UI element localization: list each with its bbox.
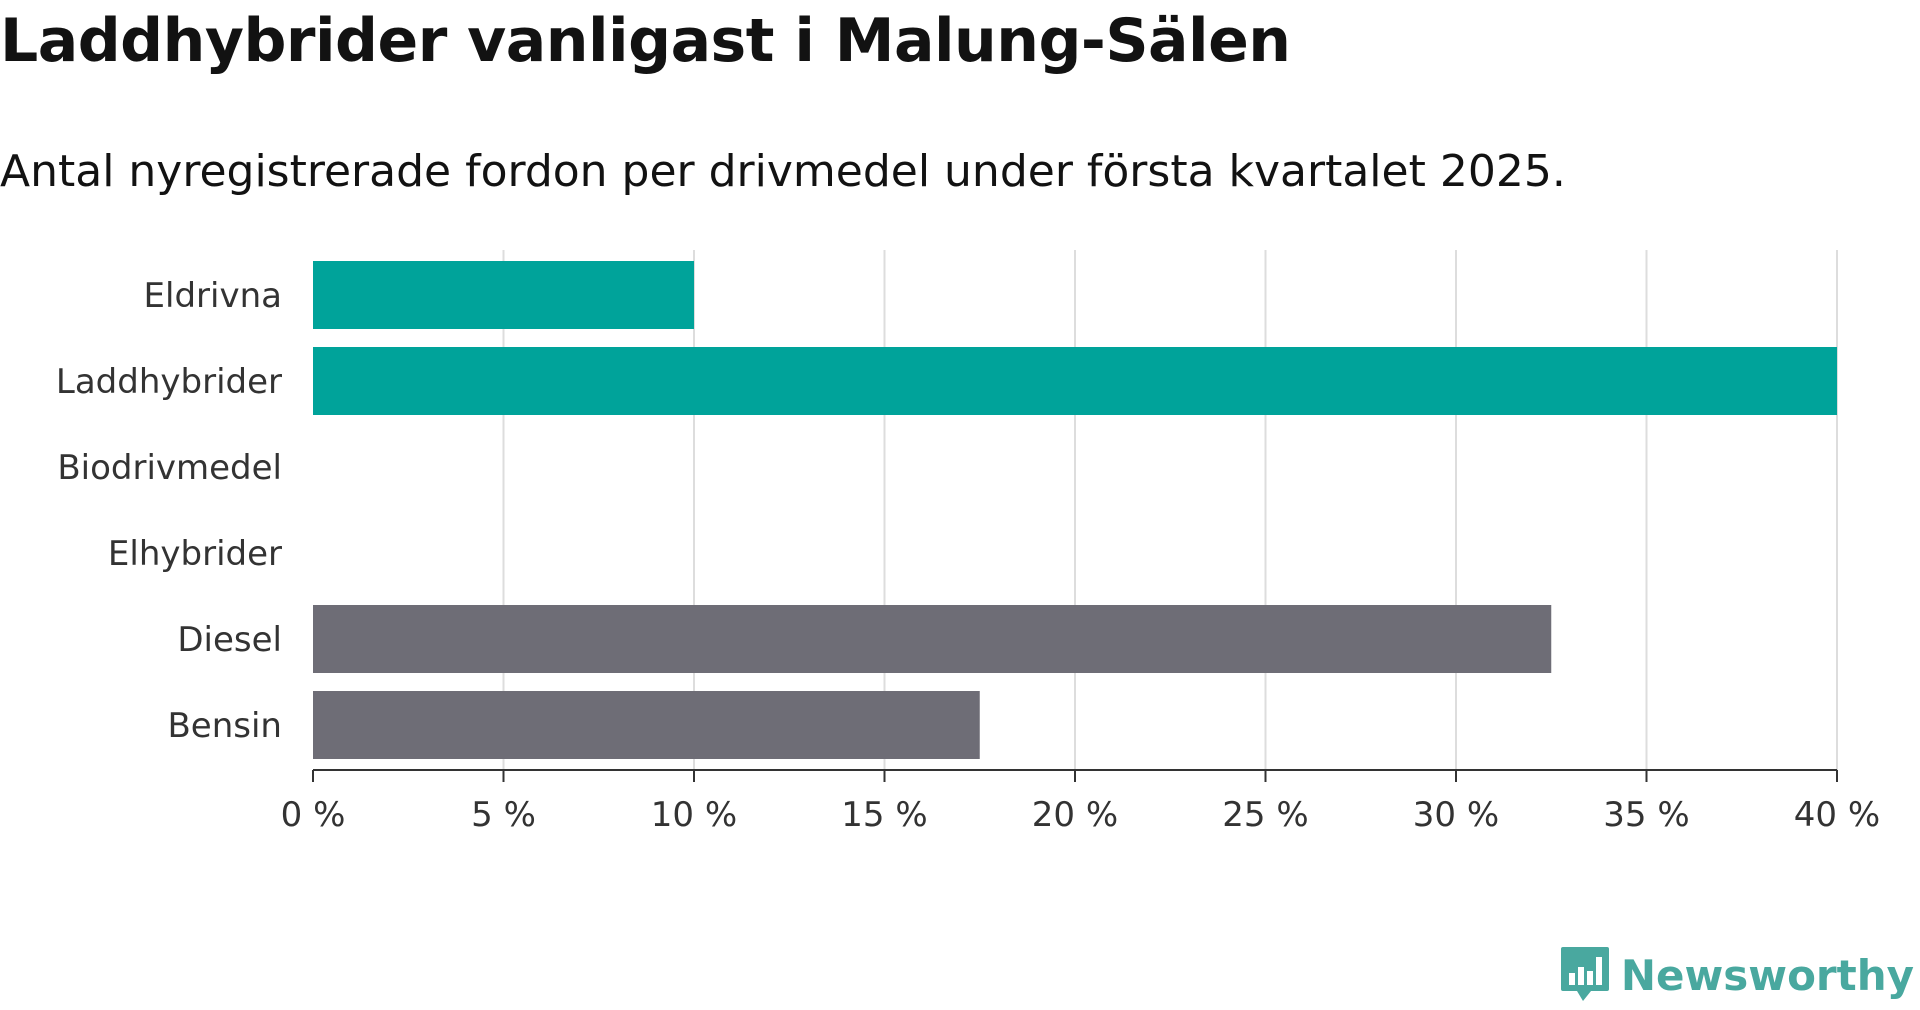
gridlines (502, 250, 1838, 770)
chart-title: Laddhybrider vanligast i Malung-Sälen (0, 6, 1291, 76)
newsworthy-logo: Newsworthy (1559, 940, 1914, 1010)
bar-diesel (313, 605, 1552, 673)
category-label: Biodrivmedel (57, 448, 282, 488)
x-tick-label: 25 % (1222, 795, 1308, 835)
chart-subtitle: Antal nyregistrerade fordon per drivmede… (0, 146, 1566, 197)
bars (313, 261, 1837, 759)
category-label: Diesel (177, 620, 282, 660)
x-axis: 0 % 5 % 10 % 15 % 20 % 25 % 30 % 35 % 40 % (281, 769, 1880, 835)
category-labels: Eldrivna Laddhybrider Biodrivmedel Elhybrid… (56, 276, 282, 746)
category-label: Eldrivna (144, 276, 282, 316)
bar-bensin (313, 691, 980, 759)
bar-laddhybrider (313, 347, 1837, 415)
x-tick-label: 10 % (651, 795, 737, 835)
x-tick-label: 15 % (841, 795, 927, 835)
x-tick-label: 0 % (281, 795, 346, 835)
bar-chart: Eldrivna Laddhybrider Biodrivmedel Elhybrid… (56, 250, 1880, 835)
x-tick-label: 30 % (1413, 795, 1499, 835)
bar-chart-speech-bubble-icon (1560, 947, 1609, 1001)
x-tick-label: 5 % (471, 795, 536, 835)
category-label: Bensin (167, 706, 282, 746)
brand-name: Newsworthy (1620, 950, 1914, 1000)
category-label: Elhybrider (108, 534, 282, 574)
category-label: Laddhybrider (56, 362, 282, 402)
bar-eldrivna (313, 261, 694, 329)
x-tick-label: 40 % (1794, 795, 1880, 835)
x-tick-label: 35 % (1603, 795, 1689, 835)
x-tick-label: 20 % (1032, 795, 1118, 835)
